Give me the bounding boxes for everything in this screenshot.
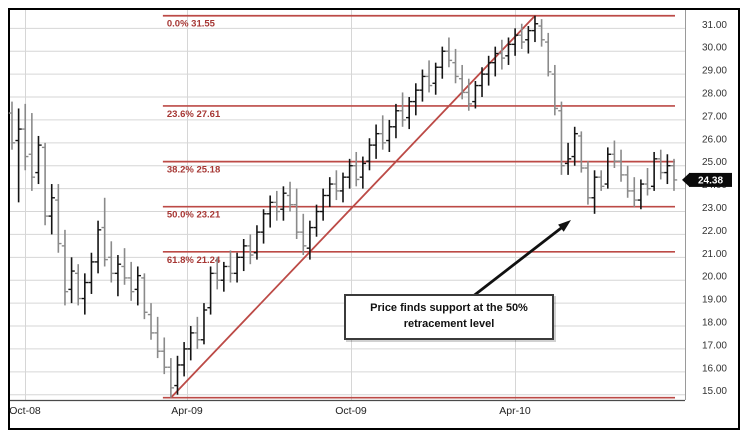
price-chart: 31.0030.0029.0028.0027.0026.0025.0024.00… [8,10,732,417]
last-price-badge-label: 24.38 [698,176,723,187]
y-axis-tick-label: 19.00 [702,295,727,306]
y-axis-tick-label: 28.00 [702,89,727,100]
y-axis-tick-label: 30.00 [702,43,727,54]
annotation-text: Price finds support at the 50% retraceme… [370,302,528,330]
y-axis-tick-label: 22.00 [702,226,727,237]
annotation-arrow-line [471,225,564,299]
y-axis-tick-label: 23.00 [702,203,727,214]
y-axis-tick-label: 25.00 [702,157,727,168]
y-axis-tick-label: 21.00 [702,249,727,260]
x-axis-tick-label: Oct-09 [335,405,367,417]
x-axis-tick-label: Apr-10 [499,405,531,417]
x-axis-tick-label: Apr-09 [171,405,203,417]
y-axis-tick-label: 18.00 [702,318,727,329]
fibonacci-level-label: 50.0% 23.21 [167,210,221,221]
annotation-box: Price finds support at the 50% retraceme… [344,294,554,340]
fibonacci-level-label: 61.8% 21.24 [167,255,221,266]
last-price-badge-pointer [682,173,689,187]
y-axis-tick-label: 17.00 [702,340,727,351]
y-axis-tick-label: 29.00 [702,66,727,77]
y-axis-tick-label: 20.00 [702,272,727,283]
y-axis-tick-label: 31.00 [702,20,727,31]
trend-line [170,15,536,399]
y-axis-tick-label: 26.00 [702,134,727,145]
last-price-badge [689,172,732,187]
fibonacci-level-label: 38.2% 25.18 [167,165,220,176]
fibonacci-level-label: 23.6% 27.61 [167,109,221,120]
y-axis-tick-label: 15.00 [702,386,727,397]
annotation-arrow-head [558,220,571,232]
y-axis-tick-label: 27.00 [702,111,727,122]
y-axis-tick-label: 16.00 [702,363,727,374]
chart-frame: 31.0030.0029.0028.0027.0026.0025.0024.00… [8,8,740,430]
x-axis-tick-label: Oct-08 [9,405,41,417]
fibonacci-level-label: 0.0% 31.55 [167,19,216,30]
